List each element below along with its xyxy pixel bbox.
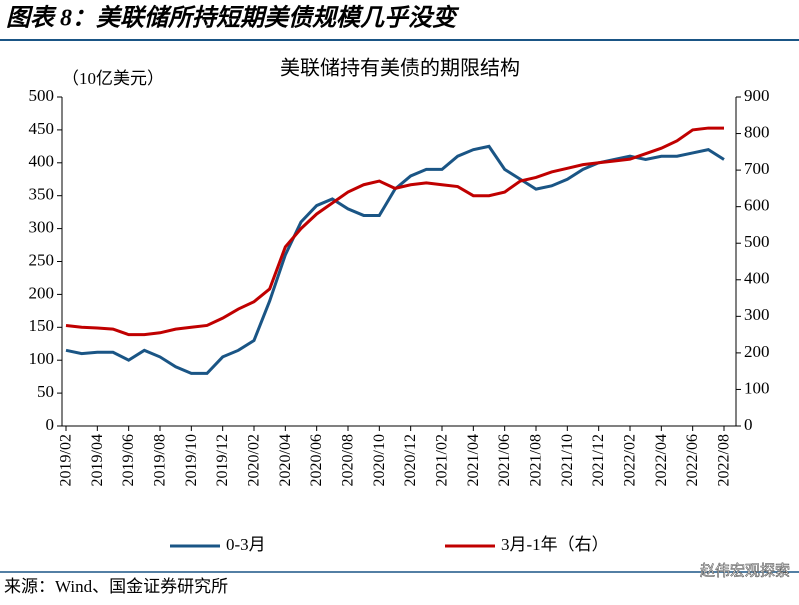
x-tick-label: 2022/04 bbox=[653, 434, 670, 486]
x-tick-label: 2019/02 bbox=[58, 434, 75, 486]
x-tick-label: 2022/06 bbox=[684, 434, 701, 486]
x-tick-label: 2022/08 bbox=[716, 434, 733, 486]
y-tick-label: 100 bbox=[29, 349, 55, 368]
y-tick-label: 400 bbox=[29, 152, 55, 171]
y-tick-label: 250 bbox=[29, 250, 55, 269]
y-tick-label: 450 bbox=[29, 119, 55, 138]
y2-tick-label: 600 bbox=[744, 196, 770, 215]
chart-title: 美联储持有美债的期限结构 bbox=[280, 57, 520, 80]
x-tick-label: 2020/04 bbox=[277, 434, 294, 486]
y2-tick-label: 300 bbox=[744, 305, 770, 324]
y-tick-label: 200 bbox=[29, 283, 55, 302]
legend-label: 0-3月 bbox=[226, 535, 266, 554]
y-tick-label: 500 bbox=[29, 86, 55, 105]
x-tick-label: 2021/02 bbox=[434, 434, 451, 486]
x-tick-label: 2019/10 bbox=[183, 434, 200, 486]
x-tick-label: 2021/08 bbox=[528, 434, 545, 486]
y2-tick-label: 200 bbox=[744, 342, 770, 361]
x-tick-label: 2021/06 bbox=[496, 434, 513, 486]
y2-tick-label: 400 bbox=[744, 269, 770, 288]
x-tick-label: 2020/02 bbox=[246, 434, 263, 486]
x-tick-label: 2019/04 bbox=[89, 434, 106, 486]
y2-tick-label: 0 bbox=[744, 415, 753, 434]
series-line bbox=[65, 144, 725, 375]
x-tick-label: 2020/06 bbox=[308, 434, 325, 486]
y-tick-label: 300 bbox=[29, 218, 55, 237]
y-tick-label: 350 bbox=[29, 185, 55, 204]
watermark: 赵伟宏观探索 bbox=[700, 562, 790, 579]
x-tick-label: 2021/12 bbox=[590, 434, 607, 486]
x-tick-label: 2019/06 bbox=[120, 434, 137, 486]
page-title: 图表 8：美联储所持短期美债规模几乎没变 bbox=[6, 5, 460, 32]
y2-tick-label: 500 bbox=[744, 232, 770, 251]
x-tick-label: 2019/08 bbox=[152, 434, 169, 486]
x-tick-label: 2020/12 bbox=[402, 434, 419, 486]
x-tick-label: 2020/10 bbox=[371, 434, 388, 486]
y-tick-label: 0 bbox=[46, 415, 55, 434]
x-tick-label: 2019/12 bbox=[214, 434, 231, 486]
y2-tick-label: 900 bbox=[744, 86, 770, 105]
y-tick-label: 50 bbox=[37, 382, 54, 401]
y2-tick-label: 100 bbox=[744, 378, 770, 397]
y2-tick-label: 700 bbox=[744, 159, 770, 178]
y-tick-label: 150 bbox=[29, 316, 55, 335]
source: 来源：Wind、国金证券研究所 bbox=[4, 577, 228, 596]
x-tick-label: 2021/04 bbox=[465, 434, 482, 486]
x-tick-label: 2020/08 bbox=[340, 434, 357, 486]
x-tick-label: 2022/02 bbox=[622, 434, 639, 486]
series-line bbox=[65, 126, 724, 337]
y2-tick-label: 800 bbox=[744, 122, 770, 141]
legend-label: 3月-1年（右） bbox=[501, 535, 609, 554]
x-tick-label: 2021/10 bbox=[559, 434, 576, 486]
y-axis-label: （10亿美元） bbox=[62, 69, 164, 88]
